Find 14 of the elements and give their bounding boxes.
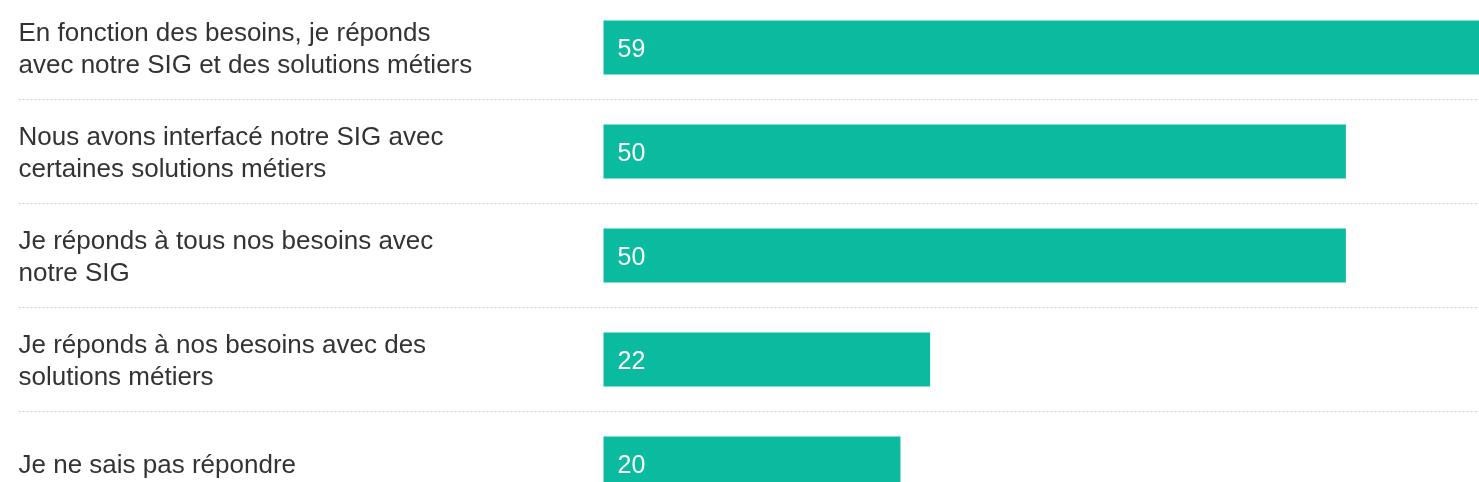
bar	[603, 332, 931, 387]
y-tick-label: Je réponds à tous nos besoins avec notre SIG	[18, 224, 434, 287]
y-tick-label: En fonction des besoins, je réponds avec notre SIG et des solutions métiers	[18, 16, 473, 79]
data-label: 50	[617, 241, 646, 270]
bar	[603, 20, 1479, 75]
bar	[603, 228, 1346, 283]
y-tick-label: Je réponds à nos besoins avec des solutions métiers	[18, 328, 427, 391]
y-tick-label: Je ne sais pas répondre	[18, 448, 297, 479]
data-label: 22	[617, 345, 646, 374]
data-label: 50	[617, 137, 646, 166]
y-tick-label: Nous avons interfacé notre SIG avec certaines solutions métiers	[18, 120, 444, 183]
data-label: 20	[617, 449, 646, 478]
data-label: 59	[617, 33, 646, 62]
bar	[603, 124, 1346, 179]
